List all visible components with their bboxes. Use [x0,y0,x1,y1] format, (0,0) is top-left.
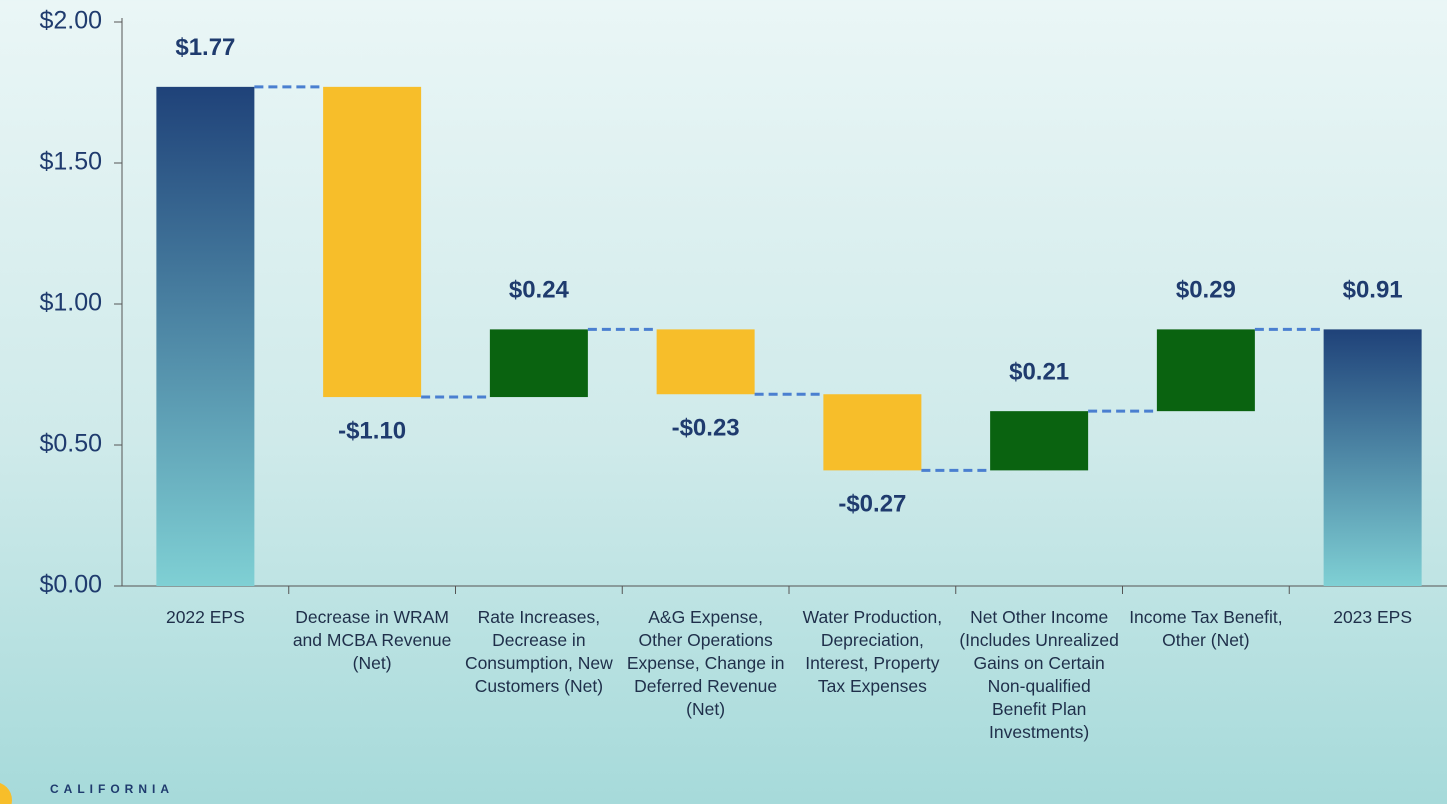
x-tick-label: 2023 EPS [1333,607,1413,627]
bar [656,329,755,395]
x-tick-label: A&G Expense, Other Operations Expense, C… [626,607,785,719]
y-tick-label: $0.50 [39,430,102,458]
value-label: $0.21 [1009,359,1069,386]
y-tick-label: $0.00 [39,571,102,599]
x-tick-label: Net Other Income (Includes Unrealized Ga… [959,607,1119,742]
value-label: $0.91 [1343,277,1403,304]
y-tick-label: $1.00 [39,289,102,317]
x-tick-label: Decrease in WRAM and MCBA Revenue (Net) [292,607,452,673]
value-label: -$1.10 [338,417,406,444]
bar [1323,329,1422,586]
bar [489,329,588,398]
x-tick-label: Water Production, Depreciation, Interest… [802,607,943,696]
bar [823,394,922,471]
value-label: -$0.27 [838,491,906,518]
bar [323,86,422,398]
value-label: $0.24 [509,277,570,304]
value-label: $0.29 [1176,277,1236,304]
x-tick-label: Rate Increases, Decrease in Consumption,… [464,607,613,696]
bar [156,86,255,587]
y-tick-label: $2.00 [39,7,102,35]
y-tick-label: $1.50 [39,148,102,176]
x-tick-label: Income Tax Benefit, Other (Net) [1129,607,1283,650]
logo-text: CALIFORNIA [50,782,174,796]
bar [990,411,1089,471]
value-label: $1.77 [175,34,235,61]
logo-mark [0,783,12,804]
x-tick-label: 2022 EPS [165,607,245,627]
bar [1156,329,1255,412]
value-label: -$0.23 [672,415,740,442]
